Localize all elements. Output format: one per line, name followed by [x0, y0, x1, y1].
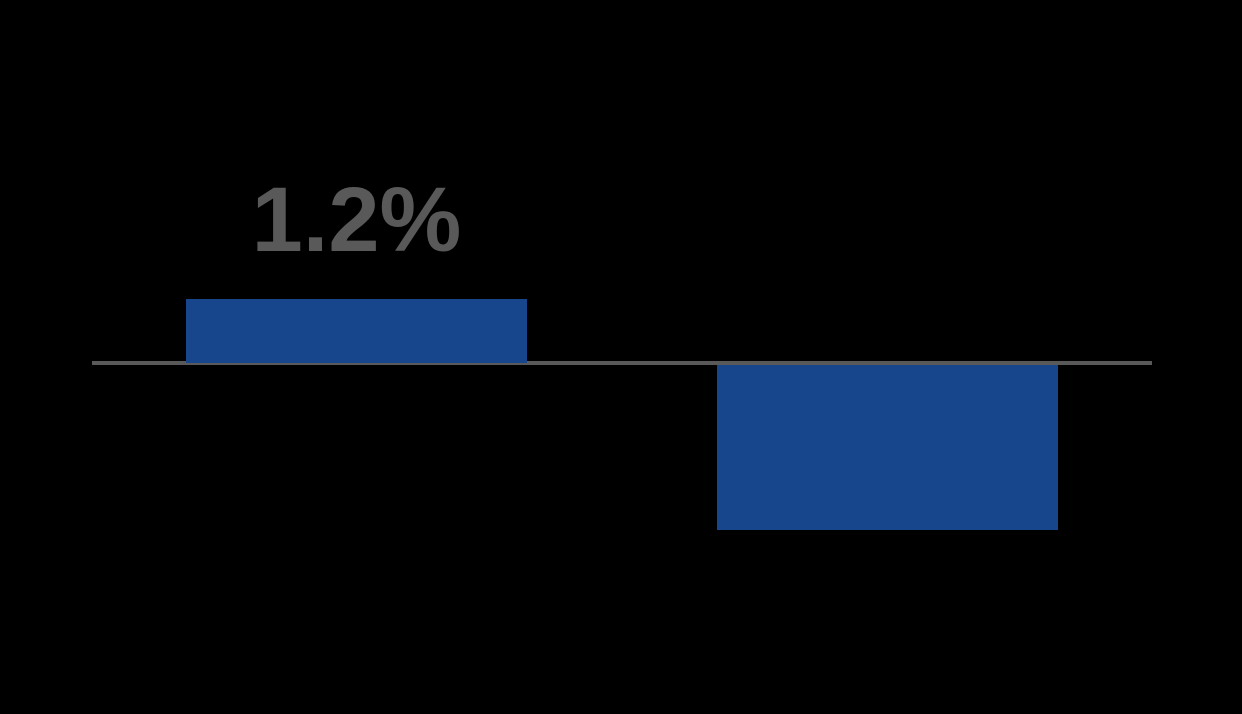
bar-negative	[717, 365, 1058, 530]
x-axis-line	[92, 361, 1152, 365]
bar-positive	[186, 299, 527, 363]
bar-positive-data-label: 1.2%	[251, 169, 462, 271]
